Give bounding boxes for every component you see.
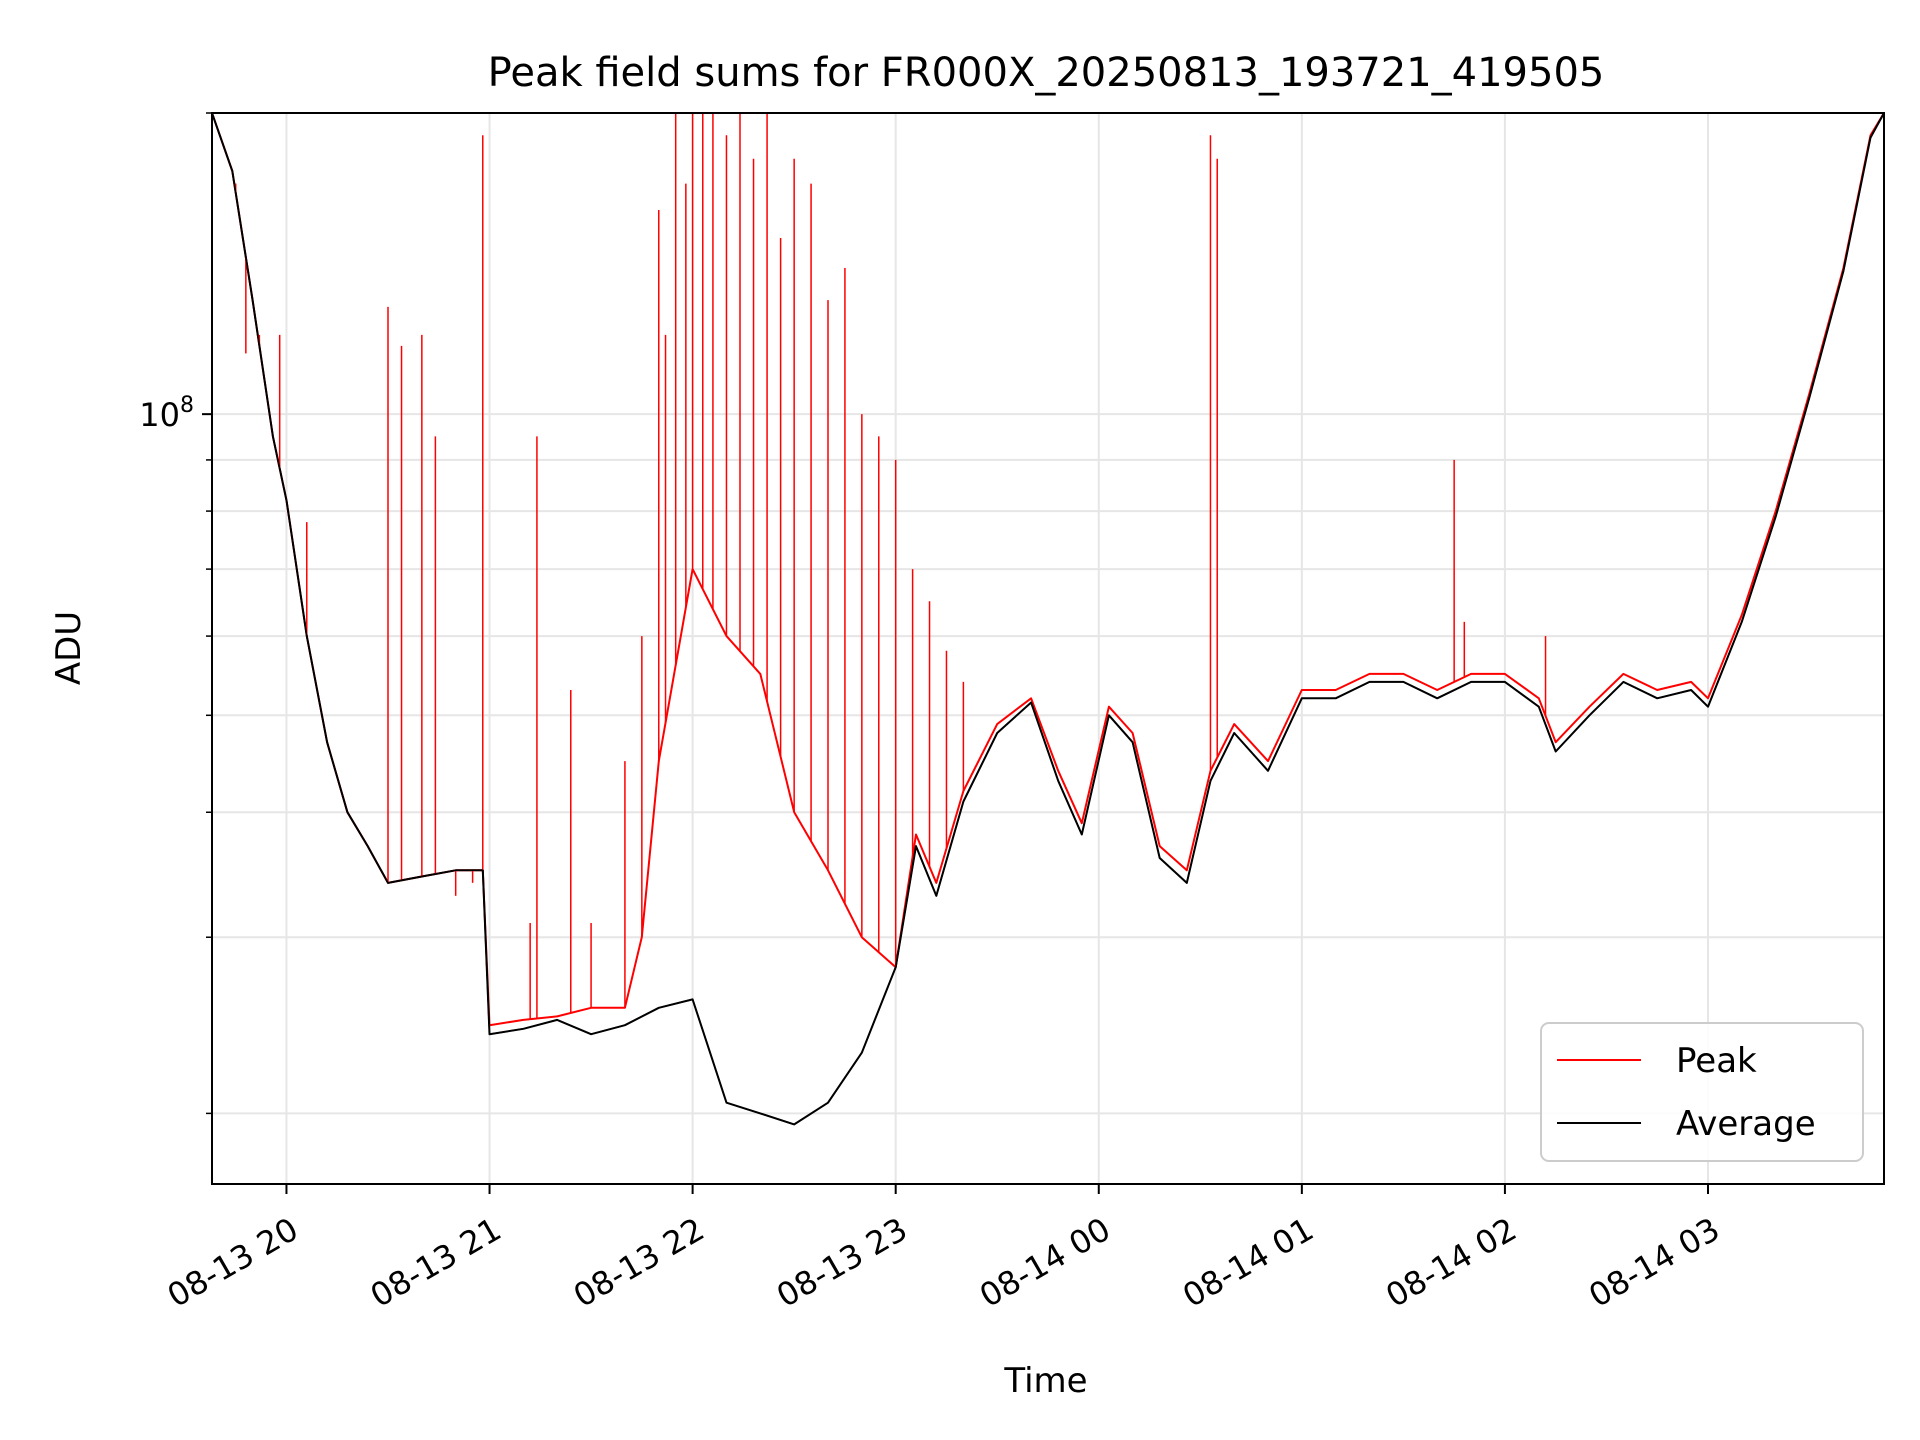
legend-box	[1540, 1022, 1864, 1162]
y-tick-label: 108	[139, 393, 194, 434]
plot-series	[212, 113, 1884, 1126]
legend: Peak Average	[1540, 1022, 1864, 1162]
legend-label-peak: Peak	[1676, 1041, 1757, 1081]
chart-title: Peak field sums for FR000X_20250813_1937…	[488, 50, 1605, 96]
y-axis: 108	[139, 112, 212, 1115]
plot-frame	[211, 112, 1885, 1185]
legend-label-average: Average	[1676, 1104, 1816, 1144]
series-line-average-top	[212, 113, 1884, 1126]
x-axis-title: Time	[1003, 1361, 1087, 1401]
y-axis-title: ADU	[49, 611, 89, 685]
